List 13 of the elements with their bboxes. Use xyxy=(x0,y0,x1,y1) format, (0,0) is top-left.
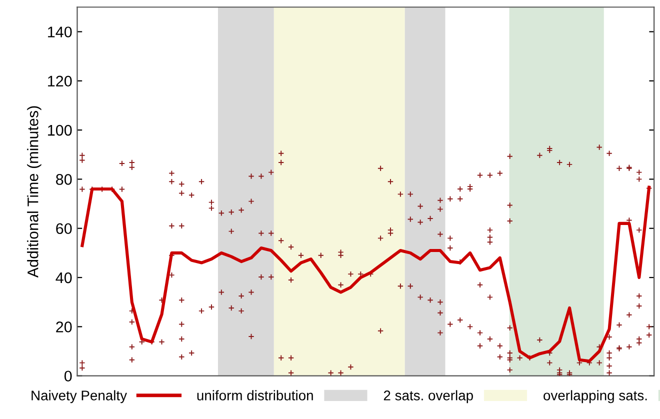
y-tick-label: 100 xyxy=(48,124,72,136)
y-tick-label: 140 xyxy=(48,26,72,38)
y-tick-label: 60 xyxy=(56,223,72,234)
text: 2 sats. overlap xyxy=(384,390,473,404)
text: uniform distribution xyxy=(197,390,313,400)
y-tick-label: 0 xyxy=(64,370,72,382)
legend-label: Naivety Penalty xyxy=(32,390,127,404)
y-axis-title: Additional Time (minutes) xyxy=(27,106,42,278)
text: overlapping sats. xyxy=(544,390,647,404)
y-tick-label: 80 xyxy=(56,174,72,185)
y-tick-label: 40 xyxy=(56,272,72,284)
y-tick-label: 20 xyxy=(56,322,72,332)
y-tick-label: 120 xyxy=(48,76,72,87)
